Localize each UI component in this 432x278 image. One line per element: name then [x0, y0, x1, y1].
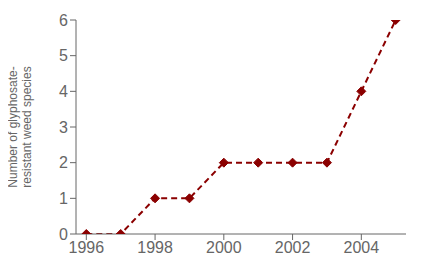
svg-text:2000: 2000 [206, 239, 242, 256]
svg-text:1: 1 [59, 190, 68, 207]
svg-text:2: 2 [59, 154, 68, 171]
svg-text:1998: 1998 [137, 239, 173, 256]
svg-text:5: 5 [59, 47, 68, 64]
svg-text:2004: 2004 [344, 239, 380, 256]
svg-text:1996: 1996 [69, 239, 105, 256]
svg-text:2002: 2002 [275, 239, 311, 256]
svg-text:Number of glyphosate-resistant: Number of glyphosate-resistant weed spec… [8, 66, 34, 187]
svg-text:3: 3 [59, 119, 68, 136]
svg-text:0: 0 [59, 226, 68, 243]
svg-text:4: 4 [59, 83, 68, 100]
svg-text:6: 6 [59, 12, 68, 29]
